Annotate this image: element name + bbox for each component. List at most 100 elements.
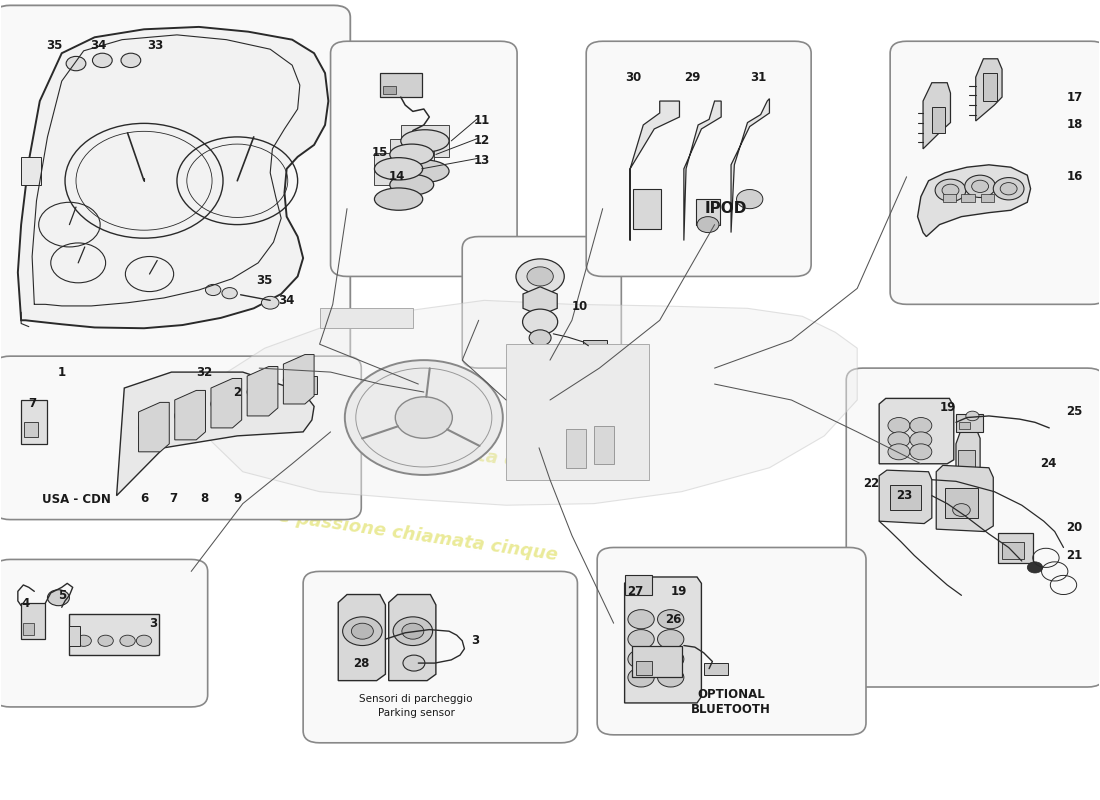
- Text: 2: 2: [233, 386, 241, 398]
- Polygon shape: [923, 82, 950, 149]
- Circle shape: [393, 617, 432, 646]
- Text: 25: 25: [1066, 406, 1082, 418]
- Text: USA - CDN: USA - CDN: [42, 493, 110, 506]
- Polygon shape: [205, 300, 857, 506]
- Text: 29: 29: [684, 70, 701, 84]
- Circle shape: [628, 630, 654, 649]
- Text: 3: 3: [148, 617, 157, 630]
- Bar: [1002, 542, 1024, 559]
- Bar: [21, 400, 47, 444]
- Bar: [24, 422, 37, 438]
- Bar: [379, 73, 421, 97]
- Circle shape: [965, 175, 996, 198]
- Text: 12: 12: [474, 134, 491, 147]
- Circle shape: [910, 432, 932, 448]
- Polygon shape: [879, 470, 932, 523]
- Polygon shape: [175, 390, 206, 440]
- FancyBboxPatch shape: [890, 42, 1100, 304]
- FancyBboxPatch shape: [331, 42, 517, 277]
- Bar: [625, 575, 652, 595]
- FancyBboxPatch shape: [846, 368, 1100, 687]
- Bar: [23, 623, 34, 635]
- Bar: [945, 488, 978, 518]
- Bar: [374, 153, 422, 185]
- Circle shape: [211, 396, 233, 412]
- Bar: [983, 73, 997, 101]
- Text: 6: 6: [140, 491, 148, 505]
- Text: 1: 1: [57, 366, 66, 378]
- Polygon shape: [388, 594, 436, 681]
- Circle shape: [395, 397, 452, 438]
- Bar: [632, 646, 682, 678]
- Circle shape: [139, 420, 161, 436]
- Text: 34: 34: [90, 38, 106, 52]
- Circle shape: [942, 184, 959, 197]
- Bar: [696, 199, 720, 225]
- Text: 11: 11: [474, 114, 491, 127]
- Circle shape: [971, 180, 989, 193]
- Circle shape: [966, 411, 979, 421]
- Text: OPTIONAL: OPTIONAL: [697, 689, 764, 702]
- Polygon shape: [732, 98, 769, 233]
- Bar: [959, 422, 970, 430]
- Text: 7: 7: [28, 398, 36, 410]
- Circle shape: [888, 432, 910, 448]
- Bar: [594, 426, 614, 464]
- Text: 19: 19: [940, 402, 957, 414]
- Circle shape: [222, 287, 238, 298]
- Bar: [958, 450, 975, 478]
- Polygon shape: [956, 426, 980, 496]
- Polygon shape: [18, 27, 329, 328]
- Polygon shape: [684, 101, 722, 241]
- Text: una passione chiamata cinque: una passione chiamata cinque: [265, 418, 572, 478]
- Bar: [320, 308, 412, 328]
- Polygon shape: [248, 366, 278, 416]
- Bar: [704, 663, 728, 675]
- Polygon shape: [630, 101, 680, 241]
- Circle shape: [628, 650, 654, 669]
- Circle shape: [403, 655, 425, 671]
- Ellipse shape: [389, 144, 433, 165]
- Bar: [634, 189, 661, 229]
- Circle shape: [910, 418, 932, 434]
- FancyBboxPatch shape: [0, 559, 208, 707]
- Text: 28: 28: [353, 657, 370, 670]
- Text: BLUETOOTH: BLUETOOTH: [691, 703, 771, 716]
- Circle shape: [522, 309, 558, 334]
- Bar: [296, 376, 318, 394]
- Ellipse shape: [400, 160, 449, 182]
- Text: 24: 24: [1040, 458, 1056, 470]
- Text: 31: 31: [750, 70, 767, 84]
- Circle shape: [1000, 182, 1018, 195]
- Bar: [890, 485, 921, 510]
- Text: 10: 10: [572, 300, 587, 314]
- Text: 22: 22: [864, 478, 880, 490]
- Text: 19: 19: [670, 585, 686, 598]
- Circle shape: [529, 330, 551, 346]
- Text: 3: 3: [471, 634, 480, 647]
- Polygon shape: [936, 466, 993, 531]
- Circle shape: [993, 178, 1024, 200]
- Circle shape: [76, 635, 91, 646]
- Circle shape: [262, 296, 279, 309]
- Text: 5: 5: [57, 589, 66, 602]
- Bar: [389, 138, 433, 170]
- Circle shape: [1027, 562, 1043, 573]
- Circle shape: [98, 635, 113, 646]
- Text: Parking sensor: Parking sensor: [377, 707, 454, 718]
- Polygon shape: [625, 577, 702, 703]
- Text: 13: 13: [474, 154, 491, 167]
- Polygon shape: [976, 58, 1002, 121]
- Circle shape: [402, 623, 424, 639]
- Circle shape: [628, 668, 654, 687]
- Ellipse shape: [389, 174, 433, 195]
- Bar: [69, 626, 80, 646]
- Circle shape: [888, 418, 910, 434]
- Bar: [400, 125, 449, 157]
- Circle shape: [92, 54, 112, 67]
- Circle shape: [910, 444, 932, 460]
- Circle shape: [66, 56, 86, 70]
- Text: 35: 35: [46, 38, 63, 52]
- Text: 17: 17: [1066, 90, 1082, 103]
- Circle shape: [697, 217, 719, 233]
